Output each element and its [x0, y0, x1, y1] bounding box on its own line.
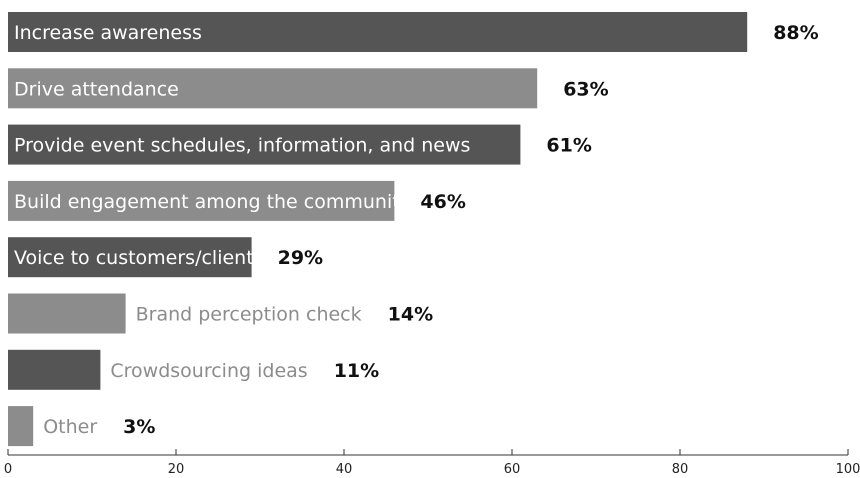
bar-value-label: 3% [123, 416, 155, 438]
x-tick-label: 0 [4, 462, 12, 477]
x-tick-label: 40 [336, 462, 353, 477]
bar-category-label: Brand perception check [136, 304, 362, 326]
bar [8, 12, 748, 52]
x-tick-label: 60 [504, 462, 521, 477]
bar [8, 237, 252, 278]
bar-category-label: Other [43, 416, 97, 438]
bar-value-label: 14% [388, 304, 433, 326]
bar [8, 406, 34, 447]
bar [8, 293, 126, 334]
bar-category-label: Voice to customers/clients [14, 247, 264, 269]
bar-category-label: Build engagement among the community [14, 191, 411, 213]
bar-value-label: 29% [278, 247, 323, 269]
bar-category-label: Increase awareness [14, 22, 202, 44]
bar-value-label: 63% [563, 78, 608, 100]
bar [8, 124, 521, 165]
x-axis: 0 20 40 60 80 100 [4, 449, 860, 477]
bar-value-label: 46% [420, 191, 465, 213]
x-tick-label: 20 [168, 462, 185, 477]
x-tick-label: 80 [672, 462, 689, 477]
bar-value-label: 61% [546, 135, 591, 157]
bar [8, 349, 101, 390]
bars-layer: Increase awareness 88% Drive attendance 63%… [8, 12, 819, 447]
bar-value-label: 11% [334, 360, 379, 382]
bar [8, 68, 538, 109]
bar-category-label: Crowdsourcing ideas [110, 360, 307, 382]
x-tick-label: 100 [836, 462, 860, 477]
bar [8, 180, 395, 221]
bar-value-label: 88% [773, 22, 818, 44]
bar-category-label: Provide event schedules, information, an… [14, 135, 470, 157]
bar-category-label: Drive attendance [14, 78, 179, 100]
